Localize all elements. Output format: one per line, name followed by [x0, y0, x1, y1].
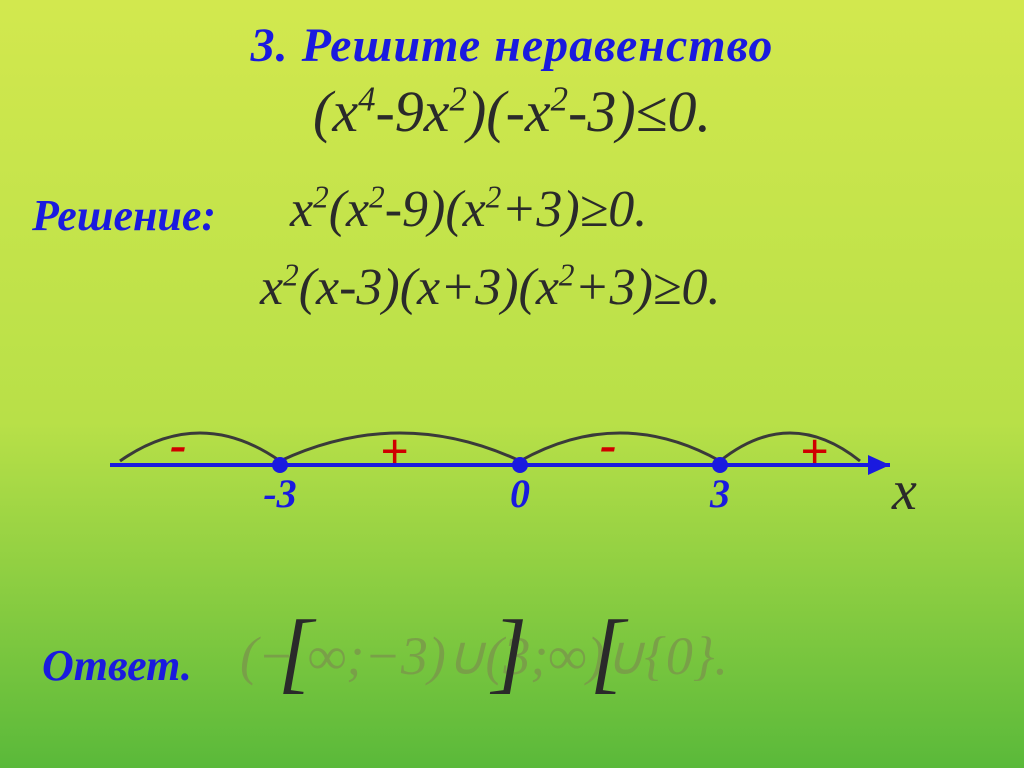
solution-label: Решение:: [32, 190, 216, 241]
ineq-part: (x: [313, 79, 358, 144]
step-part: -9)(x: [385, 181, 486, 238]
answer-area: (− ∞;−3)∪(3;∞)∪{0}.[] [: [230, 564, 990, 744]
svg-text:[: [: [590, 603, 629, 702]
slide-content: 3. Решите неравенство (x4-9x2)(-x2-3)≤0.…: [0, 0, 1024, 768]
interval-sign: -: [600, 415, 617, 473]
step-sup: 2: [559, 258, 575, 293]
step-part: (x-3)(x+3)(x: [299, 259, 559, 316]
step-sup: 2: [283, 258, 299, 293]
slide-title: 3. Решите неравенство: [0, 18, 1024, 73]
step-sup: 2: [486, 180, 502, 215]
interval-sign: +: [800, 422, 829, 480]
svg-text:0: 0: [510, 471, 530, 516]
number-line-svg: -3 0 3 x: [100, 360, 920, 540]
step-sup: 2: [313, 180, 329, 215]
svg-text:(− ∞;−3)∪(3;∞)∪{0}.: (− ∞;−3)∪(3;∞)∪{0}.: [240, 626, 728, 686]
svg-text:-3: -3: [263, 471, 296, 516]
svg-text:3: 3: [709, 471, 730, 516]
answer-svg: (− ∞;−3)∪(3;∞)∪{0}.[] [: [230, 564, 990, 744]
answer-label: Ответ.: [42, 640, 192, 691]
main-inequality: (x4-9x2)(-x2-3)≤0.: [0, 78, 1024, 145]
interval-sign: +: [380, 422, 409, 480]
step-part: x: [260, 259, 283, 316]
solution-step-1: x2(x2-9)(x2+3)≥0.: [290, 180, 647, 239]
ineq-part: )(-x: [467, 79, 551, 144]
step-part: +3)≥0.: [575, 259, 721, 316]
solution-step-2: x2(x-3)(x+3)(x2+3)≥0.: [260, 258, 720, 317]
ineq-sup: 2: [450, 80, 467, 119]
ineq-sup: 2: [551, 80, 568, 119]
ineq-part: -3)≤0.: [568, 79, 711, 144]
step-part: x: [290, 181, 313, 238]
ineq-part: -9x: [375, 79, 449, 144]
step-part: +3)≥0.: [501, 181, 647, 238]
number-line: -3 0 3 x - + - +: [100, 360, 920, 540]
svg-text:[: [: [278, 603, 317, 702]
ineq-sup: 4: [358, 80, 375, 119]
interval-sign: -: [170, 415, 187, 473]
svg-text:x: x: [891, 460, 917, 522]
step-part: (x: [329, 181, 369, 238]
svg-text:]: ]: [489, 603, 527, 702]
step-sup: 2: [369, 180, 385, 215]
